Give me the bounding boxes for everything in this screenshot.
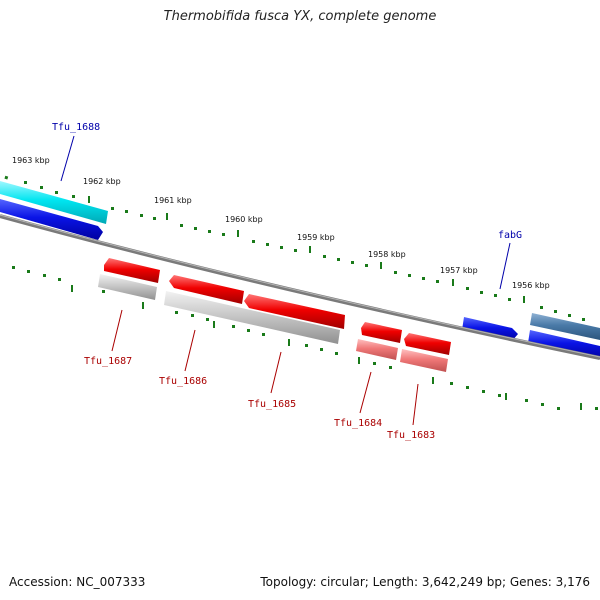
- gene-Tfu_1683[interactable]: [400, 333, 451, 372]
- gene-Tfu_1685[interactable]: [244, 294, 345, 329]
- gene-label-Tfu_1686[interactable]: Tfu_1686: [159, 376, 207, 387]
- gene-right-blue[interactable]: [528, 330, 600, 359]
- scale-label-1958: 1958 kbp: [368, 250, 406, 259]
- gene-label-Tfu_1687[interactable]: Tfu_1687: [84, 356, 132, 367]
- scale-label-1961: 1961 kbp: [154, 196, 192, 205]
- gene-label-Tfu_1688[interactable]: Tfu_1688: [52, 122, 100, 133]
- gene-label-fabG[interactable]: fabG: [498, 230, 522, 241]
- genome-backbone: [0, 214, 600, 360]
- gene-Tfu_1688[interactable]: [0, 181, 108, 224]
- gene-label-Tfu_1683[interactable]: Tfu_1683: [387, 430, 435, 441]
- genome-summary-text: Topology: circular; Length: 3,642,249 bp…: [260, 575, 590, 589]
- scale-label-1956: 1956 kbp: [512, 281, 550, 290]
- outer-tick-track: [4, 175, 585, 321]
- gene-Tfu_1684[interactable]: [356, 322, 402, 360]
- page-title: Thermobifida fusca YX, complete genome: [163, 9, 437, 24]
- gene-Tfu_1687[interactable]: [98, 258, 160, 300]
- gene-Tfu_1688-downstream[interactable]: [0, 199, 103, 240]
- gene-right-steel[interactable]: [530, 313, 600, 340]
- inner-tick-track: [12, 266, 598, 410]
- scale-label-1960: 1960 kbp: [225, 215, 263, 224]
- gene-fabG[interactable]: [462, 317, 518, 341]
- scale-label-1959: 1959 kbp: [297, 233, 335, 242]
- gene-label-Tfu_1684[interactable]: Tfu_1684: [334, 418, 382, 429]
- scale-label-1957: 1957 kbp: [440, 266, 478, 275]
- scale-label-1962: 1962 kbp: [83, 177, 121, 186]
- accession-text: Accession: NC_007333: [9, 575, 146, 589]
- gene-label-Tfu_1685[interactable]: Tfu_1685: [248, 399, 296, 410]
- leader-lines: [60, 135, 511, 426]
- gene-Tfu_1686[interactable]: [164, 275, 340, 344]
- scale-label-1963: 1963 kbp: [12, 156, 50, 165]
